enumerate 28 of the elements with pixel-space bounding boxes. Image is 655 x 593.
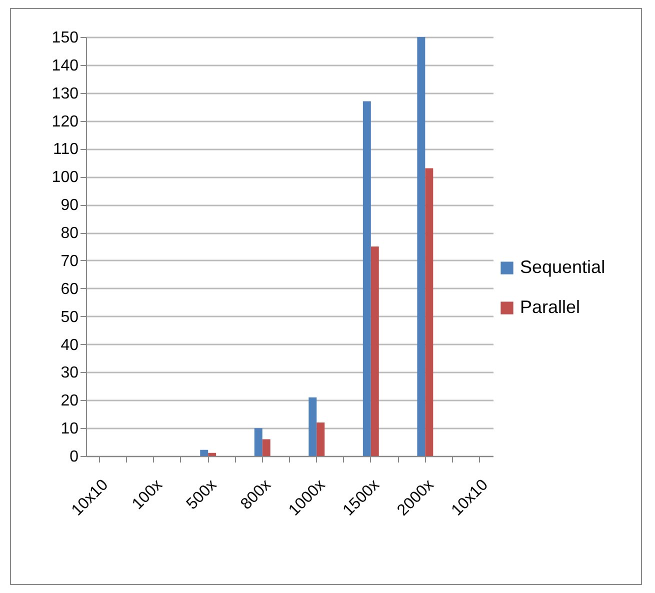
y-tick-label: 30 bbox=[60, 364, 79, 382]
y-tick-label: 140 bbox=[52, 57, 79, 74]
legend-label: Sequential bbox=[520, 257, 606, 277]
y-tick-label: 80 bbox=[60, 225, 79, 242]
bar bbox=[362, 101, 371, 456]
y-tick-label: 130 bbox=[52, 85, 79, 102]
bar bbox=[308, 397, 317, 456]
bar bbox=[200, 450, 208, 456]
bar bbox=[370, 246, 379, 456]
bar bbox=[254, 428, 262, 456]
legend-label: Parallel bbox=[520, 297, 580, 317]
y-tick-label: 110 bbox=[52, 141, 79, 158]
bar bbox=[417, 37, 426, 456]
y-tick-label: 90 bbox=[60, 197, 79, 214]
y-tick-label: 100 bbox=[52, 169, 79, 186]
y-tick-label: 50 bbox=[60, 308, 79, 326]
y-tick-label: 60 bbox=[60, 280, 79, 298]
bar bbox=[316, 422, 325, 456]
y-tick-label: 0 bbox=[70, 448, 79, 466]
y-tick-label: 120 bbox=[52, 113, 79, 130]
y-tick-label: 40 bbox=[60, 336, 79, 354]
y-tick-label: 10 bbox=[60, 420, 79, 438]
bar bbox=[208, 452, 216, 456]
y-tick-label: 70 bbox=[60, 252, 79, 270]
bar bbox=[262, 439, 270, 456]
y-tick-label: 20 bbox=[60, 392, 79, 410]
y-tick-label: 150 bbox=[52, 30, 79, 46]
bar bbox=[425, 168, 434, 456]
